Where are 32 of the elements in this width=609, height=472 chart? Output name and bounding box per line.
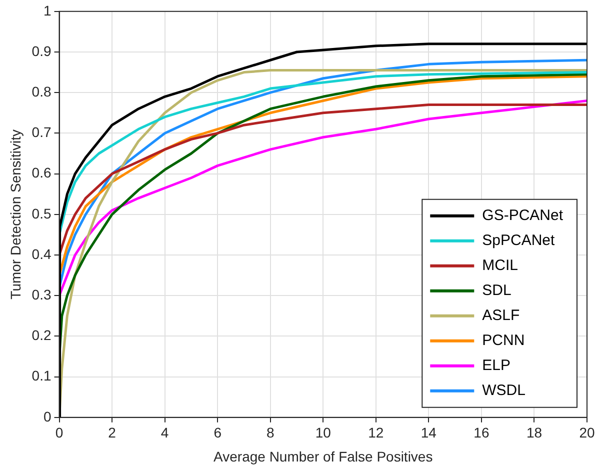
legend-label: WSDL [482,382,526,400]
x-tick-label: 10 [315,424,332,441]
x-tick-label: 0 [55,424,64,441]
x-tick-label: 14 [420,424,437,441]
legend-label: SDL [482,282,512,300]
y-axis-title: Tumor Detection Sensitivity [7,129,24,300]
y-tick-label: 0 [43,408,52,424]
x-tick-label: 6 [214,424,222,441]
y-tick-label: 0.2 [32,327,52,344]
y-tick-label: 1 [43,2,52,18]
x-axis-title: Average Number of False Positives [214,448,433,464]
x-tick-label: 20 [579,424,595,441]
x-tick-label: 8 [266,424,274,441]
y-tick-label: 0.3 [32,286,52,302]
x-tick-label: 4 [160,424,169,441]
y-tick-label: 0.8 [32,83,52,100]
legend-label: SpPCANet [482,232,556,250]
legend-label: PCNN [482,332,525,350]
legend-label: MCIL [482,257,518,274]
y-tick-label: 0.4 [32,246,52,262]
x-tick-label: 2 [108,424,116,441]
y-tick-label: 0.1 [32,368,52,384]
legend-label: ASLF [482,307,520,324]
y-tick-label: 0.7 [32,124,52,140]
y-tick-label: 0.6 [32,164,52,181]
y-tick-label: 0.5 [32,205,52,222]
x-tick-label: 12 [368,424,384,441]
x-tick-label: 16 [474,424,490,441]
legend-label: GS-PCANet [482,207,564,224]
legend-label: ELP [482,357,511,374]
y-tick-label: 0.9 [32,42,52,59]
x-tick-label: 18 [526,424,542,441]
